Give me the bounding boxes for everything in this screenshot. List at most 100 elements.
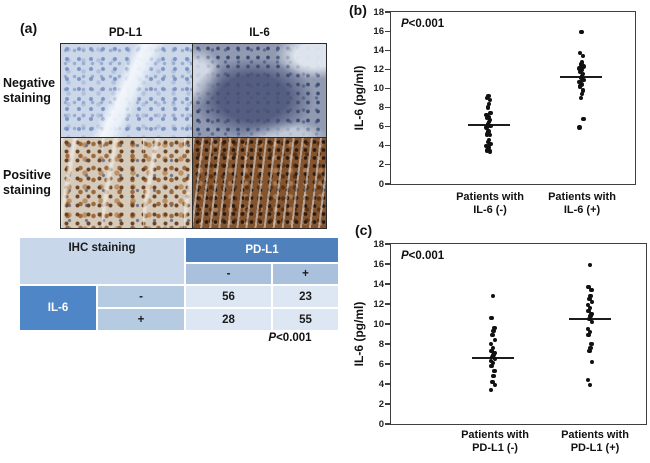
data-point bbox=[487, 149, 493, 154]
data-point bbox=[488, 111, 493, 116]
table-value-r2c2: 55 bbox=[273, 309, 338, 330]
panel-c-category-1: Patients with PD-L1 (-) bbox=[433, 429, 557, 455]
table-rowsub-il6-pos: + bbox=[98, 309, 184, 330]
y-tick-mark bbox=[385, 403, 391, 405]
data-point bbox=[585, 302, 591, 308]
data-point bbox=[580, 53, 585, 59]
data-point bbox=[484, 148, 490, 153]
panel-c-cat2-line2: PD-L1 (+) bbox=[570, 442, 620, 454]
y-tick-mark bbox=[385, 183, 391, 185]
data-point bbox=[581, 64, 586, 69]
data-point bbox=[490, 354, 495, 360]
data-point bbox=[588, 293, 593, 299]
data-point bbox=[486, 101, 492, 106]
data-point bbox=[490, 360, 496, 366]
table-column-group-pdl1: PD-L1 bbox=[186, 238, 338, 262]
data-point bbox=[488, 123, 493, 128]
table-corner-header: IHC staining bbox=[20, 238, 184, 284]
data-point bbox=[586, 308, 591, 314]
y-tick-mark bbox=[385, 303, 391, 305]
panel-b-category-1: Patients with IL-6 (-) bbox=[428, 191, 552, 217]
data-point bbox=[492, 325, 497, 331]
table-subheader-pdl1-pos: + bbox=[273, 264, 338, 284]
data-point bbox=[485, 105, 491, 110]
y-tick-label: 14 bbox=[373, 278, 384, 290]
y-tick-label: 18 bbox=[373, 6, 384, 18]
y-tick-label: 8 bbox=[378, 102, 384, 114]
data-point bbox=[589, 359, 595, 365]
data-point bbox=[484, 95, 490, 101]
data-point bbox=[485, 139, 491, 145]
data-point bbox=[577, 125, 582, 130]
row-label-positive-line2: staining bbox=[3, 183, 51, 197]
data-point bbox=[589, 319, 595, 325]
data-point bbox=[585, 377, 591, 383]
y-tick-label: 10 bbox=[373, 82, 384, 94]
ihc-image-negative-il6 bbox=[193, 44, 326, 137]
data-point bbox=[492, 368, 497, 374]
y-tick-label: 0 bbox=[378, 178, 384, 190]
y-tick-label: 16 bbox=[373, 258, 384, 270]
panel-c-p-rest: <0.001 bbox=[408, 250, 445, 262]
data-point bbox=[588, 313, 593, 319]
data-point bbox=[587, 316, 592, 322]
data-point bbox=[486, 129, 491, 134]
panel-b-plot-area: P<0.001 0 2 4 6 8 10 12 14 16 18 bbox=[373, 7, 636, 190]
data-point bbox=[491, 328, 496, 334]
panel-c-ylabel: IL-6 (pg/ml) bbox=[352, 301, 366, 367]
y-tick-label: 6 bbox=[378, 121, 384, 133]
table-value-r2c1: 28 bbox=[186, 309, 271, 330]
data-point bbox=[585, 326, 591, 332]
data-point bbox=[581, 116, 586, 122]
data-point bbox=[577, 70, 582, 75]
y-tick-mark bbox=[385, 49, 391, 51]
y-tick-label: 10 bbox=[373, 318, 384, 330]
data-point bbox=[490, 345, 496, 351]
table-p-italic: P bbox=[268, 332, 277, 344]
data-point bbox=[587, 348, 592, 354]
y-tick-label: 4 bbox=[378, 140, 384, 152]
scatter-panel-b: (b) IL-6 (pg/ml) P<0.001 0 2 4 6 8 10 12 14 16 18… bbox=[345, 0, 647, 218]
data-point bbox=[485, 121, 491, 126]
data-point bbox=[587, 382, 593, 388]
panel-c-plot-area: P<0.001 0 2 4 6 8 10 12 14 16 18 bbox=[373, 239, 647, 430]
y-tick-label: 8 bbox=[378, 338, 384, 350]
data-point bbox=[577, 84, 582, 89]
data-point bbox=[490, 293, 496, 299]
table-rowsub-il6-neg: - bbox=[98, 286, 184, 307]
y-tick-mark bbox=[385, 243, 391, 245]
data-point bbox=[587, 262, 593, 268]
data-point bbox=[579, 91, 584, 97]
y-tick-mark bbox=[385, 343, 391, 345]
data-point bbox=[589, 341, 594, 347]
y-tick-mark bbox=[385, 87, 391, 90]
panel-b-label: (b) bbox=[349, 2, 367, 18]
y-tick-label: 4 bbox=[378, 378, 384, 390]
data-point bbox=[489, 315, 494, 321]
scatter-panel-c: (c) IL-6 (pg/ml) P<0.001 0 2 4 6 8 10 12 14 16 18… bbox=[345, 222, 650, 463]
data-point bbox=[492, 382, 498, 388]
y-tick-label: 0 bbox=[378, 418, 384, 430]
table-value-r1c2: 23 bbox=[273, 286, 338, 307]
y-tick-label: 16 bbox=[373, 25, 384, 37]
panel-c-cat1-line1: Patients with bbox=[461, 429, 529, 441]
data-point bbox=[492, 356, 498, 362]
data-point bbox=[490, 332, 495, 338]
table-value-r1c1: 56 bbox=[186, 286, 271, 307]
y-tick-mark bbox=[385, 145, 391, 147]
y-tick-mark bbox=[385, 30, 391, 32]
contingency-table: IHC staining PD-L1 - + IL-6 - + 56 23 28… bbox=[20, 238, 338, 330]
y-tick-mark bbox=[385, 164, 391, 166]
data-point bbox=[587, 296, 592, 302]
y-tick-mark bbox=[385, 423, 391, 425]
table-subheader-pdl1-neg: - bbox=[186, 264, 271, 284]
data-point bbox=[577, 50, 582, 56]
data-point bbox=[588, 345, 593, 351]
panel-b-category-2: Patients with IL-6 (+) bbox=[520, 191, 644, 217]
y-tick-label: 2 bbox=[378, 398, 384, 410]
column-header-pdl1: PD-L1 bbox=[108, 27, 143, 39]
y-tick-label: 18 bbox=[373, 238, 384, 250]
ihc-image-grid bbox=[60, 43, 327, 229]
y-tick-mark bbox=[385, 263, 391, 265]
